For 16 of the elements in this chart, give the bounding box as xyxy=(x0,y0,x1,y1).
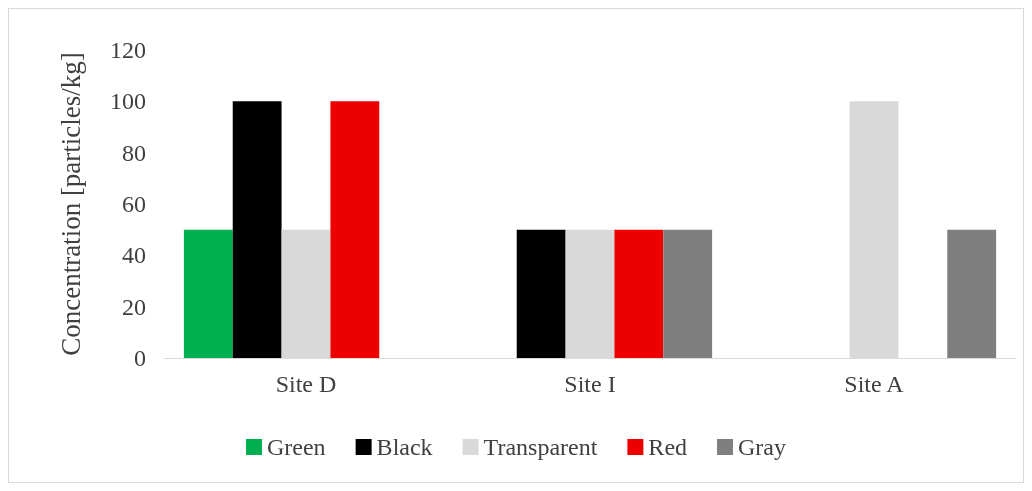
y-axis-title: Concentration [particles/kg] xyxy=(55,52,86,356)
y-tick-label: 20 xyxy=(122,293,146,320)
x-tick-label: Site A xyxy=(844,371,905,397)
y-tick-label: 100 xyxy=(110,88,146,115)
y-tick-label: 40 xyxy=(122,242,146,269)
legend-label: Gray xyxy=(738,434,787,460)
x-tick-label: Site I xyxy=(564,371,616,397)
y-tick-label: 80 xyxy=(122,139,146,166)
y-tick-label: 120 xyxy=(110,37,146,63)
y-tick-label: 0 xyxy=(134,345,146,371)
y-tick-label: 60 xyxy=(122,191,146,217)
legend-label: Black xyxy=(376,434,433,460)
legend-label: Red xyxy=(648,434,688,460)
x-tick-label: Site D xyxy=(275,371,337,397)
legend-label: Transparent xyxy=(483,434,598,460)
legend-label: Green xyxy=(266,434,326,460)
